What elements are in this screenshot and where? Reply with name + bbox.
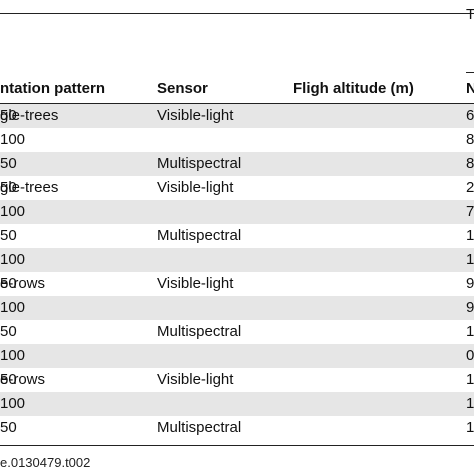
table-row: 100 8 — [0, 128, 474, 152]
table-row: 100 1 — [0, 248, 474, 272]
table-row: 100 1 — [0, 392, 474, 416]
table-top-rule — [0, 13, 474, 14]
cell-next-column: 8 — [466, 131, 474, 148]
cell-flight-altitude: 50 — [0, 179, 17, 196]
header-plantation-pattern: ntation pattern — [0, 80, 105, 97]
cell-sensor: Visible-light — [157, 179, 234, 196]
table-title-fragment: T — [466, 6, 474, 23]
table-body: gle-trees Visible-light 50 6 100 8 Multispectr… — [0, 104, 474, 440]
cell-plantation-pattern: e-rows — [0, 275, 46, 292]
cell-flight-altitude: 100 — [0, 251, 26, 268]
cell-next-column: 6 — [466, 107, 474, 124]
table-row: 100 9 — [0, 296, 474, 320]
table-doi-footer: e.0130479.t002 — [0, 455, 91, 470]
table-row: Multispectral 50 8 — [0, 152, 474, 176]
cell-flight-altitude: 50 — [0, 371, 17, 388]
cell-next-column: 1 — [466, 371, 474, 388]
cell-plantation-pattern: e-rows — [0, 371, 46, 388]
cell-next-column: 1 — [466, 395, 474, 412]
header-next-column: N — [466, 80, 474, 97]
cell-flight-altitude: 50 — [0, 107, 17, 124]
table-row: Multispectral 50 1 — [0, 320, 474, 344]
cell-flight-altitude: 50 — [0, 155, 17, 172]
cell-next-column: 1 — [466, 227, 474, 244]
cell-next-column: 1 — [466, 419, 474, 436]
cell-next-column: 1 — [466, 251, 474, 268]
cell-flight-altitude: 50 — [0, 323, 17, 340]
cell-flight-altitude: 50 — [0, 419, 17, 436]
cell-next-column: 1 — [466, 323, 474, 340]
cell-sensor: Multispectral — [157, 155, 242, 172]
cell-flight-altitude: 50 — [0, 227, 17, 244]
table-row: gle-trees Visible-light 50 6 — [0, 104, 474, 128]
cell-flight-altitude: 100 — [0, 395, 26, 412]
cell-next-column: 7 — [466, 203, 474, 220]
cell-next-column: 2 — [466, 179, 474, 196]
cell-plantation-pattern: gle-trees — [0, 179, 59, 196]
cell-sensor: Visible-light — [157, 275, 234, 292]
cell-plantation-pattern: gle-trees — [0, 107, 59, 124]
cell-sensor: Multispectral — [157, 323, 242, 340]
cell-flight-altitude: 100 — [0, 299, 26, 316]
cell-flight-altitude: 100 — [0, 203, 26, 220]
cell-next-column: 9 — [466, 299, 474, 316]
cell-flight-altitude: 50 — [0, 275, 17, 292]
table-row: e-rows Visible-light 50 9 — [0, 272, 474, 296]
cell-sensor: Multispectral — [157, 227, 242, 244]
table-row: Multispectral 50 1 — [0, 416, 474, 440]
cell-next-column: 9 — [466, 275, 474, 292]
table-row: gle-trees Visible-light 50 2 — [0, 176, 474, 200]
table-row: e-rows Visible-light 50 1 — [0, 368, 474, 392]
cell-sensor: Visible-light — [157, 371, 234, 388]
header-flight-altitude: Fligh altitude (m) — [293, 80, 414, 97]
cell-flight-altitude: 100 — [0, 347, 26, 364]
table-row: 100 0 — [0, 344, 474, 368]
table-row: 100 7 — [0, 200, 474, 224]
cell-flight-altitude: 100 — [0, 131, 26, 148]
table-header-row: ntation pattern Sensor Fligh altitude (m… — [0, 76, 474, 102]
cell-sensor: Multispectral — [157, 419, 242, 436]
cell-next-column: 8 — [466, 155, 474, 172]
table-bottom-rule — [0, 445, 474, 446]
cell-sensor: Visible-light — [157, 107, 234, 124]
header-group-rule — [466, 72, 474, 73]
header-bottom-rule — [0, 103, 474, 104]
header-sensor: Sensor — [157, 80, 208, 97]
table-row: Multispectral 50 1 — [0, 224, 474, 248]
cell-next-column: 0 — [466, 347, 474, 364]
